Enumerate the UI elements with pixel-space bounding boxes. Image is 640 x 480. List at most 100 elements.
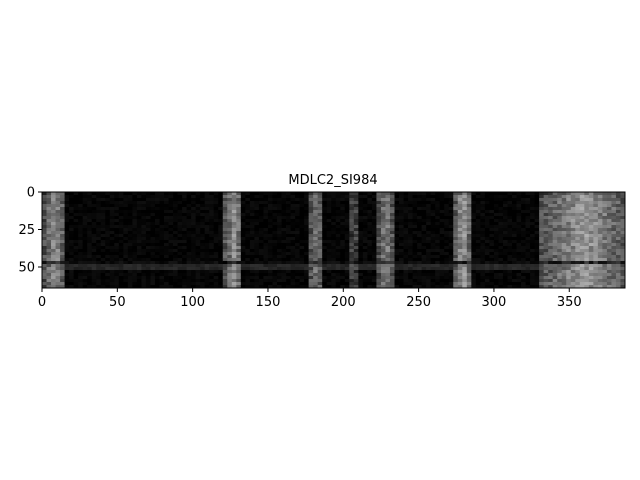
heatmap-cell xyxy=(566,228,572,232)
heatmap-cell xyxy=(87,246,93,250)
heatmap-cell xyxy=(263,219,269,223)
heatmap-cell xyxy=(575,237,581,241)
heatmap-cell xyxy=(435,228,441,232)
heatmap-cell xyxy=(561,282,567,286)
heatmap-cell xyxy=(299,285,305,289)
heatmap-cell xyxy=(132,240,138,244)
heatmap-cell xyxy=(525,276,531,280)
heatmap-cell xyxy=(96,258,102,262)
heatmap-cell xyxy=(579,279,585,283)
heatmap-cell xyxy=(457,213,463,217)
heatmap-cell xyxy=(286,219,291,223)
heatmap-cell xyxy=(177,237,183,241)
heatmap-cell xyxy=(597,276,603,280)
heatmap-cell xyxy=(530,225,536,229)
heatmap-cell xyxy=(597,261,603,265)
heatmap-cell xyxy=(453,198,459,202)
heatmap-cell xyxy=(448,240,454,244)
heatmap-cell xyxy=(200,213,206,217)
heatmap-cell xyxy=(164,204,169,208)
heatmap-cell xyxy=(606,264,612,268)
heatmap-cell xyxy=(525,273,531,277)
heatmap-cell xyxy=(408,207,413,211)
heatmap-cell xyxy=(399,240,404,244)
heatmap-cell xyxy=(611,243,617,247)
heatmap-cell xyxy=(317,237,323,241)
heatmap-cell xyxy=(286,207,291,211)
heatmap-cell xyxy=(286,216,291,220)
heatmap-cell xyxy=(435,240,441,244)
heatmap-cell xyxy=(611,222,617,226)
heatmap-cell xyxy=(521,192,526,196)
heatmap-cell xyxy=(227,201,233,205)
heatmap-cell xyxy=(584,234,590,238)
heatmap-cell xyxy=(367,270,373,274)
heatmap-cell xyxy=(263,264,269,268)
heatmap-cell xyxy=(507,246,513,250)
heatmap-cell xyxy=(109,285,115,289)
heatmap-cell xyxy=(575,234,581,238)
heatmap-cell xyxy=(530,204,536,208)
heatmap-cell xyxy=(218,207,224,211)
heatmap-cell xyxy=(349,231,355,235)
heatmap-cell xyxy=(91,240,97,244)
heatmap-cell xyxy=(236,204,242,208)
heatmap-cell xyxy=(389,276,395,280)
heatmap-cell xyxy=(73,216,79,220)
heatmap-cell xyxy=(394,216,400,220)
heatmap-cell xyxy=(154,273,160,277)
heatmap-cell xyxy=(408,222,413,226)
heatmap-cell xyxy=(493,222,499,226)
heatmap-cell xyxy=(141,195,147,199)
heatmap-cell xyxy=(227,210,233,214)
heatmap-cell xyxy=(421,279,427,283)
heatmap-cell xyxy=(100,234,106,238)
heatmap-cell xyxy=(317,231,323,235)
heatmap-cell xyxy=(209,210,215,214)
heatmap-cell xyxy=(611,225,617,229)
heatmap-cell xyxy=(191,279,197,283)
heatmap-cell xyxy=(263,222,269,226)
heatmap-cell xyxy=(136,207,142,211)
heatmap-cell xyxy=(177,204,183,208)
heatmap-cell xyxy=(493,198,499,202)
heatmap-cell xyxy=(548,207,554,211)
heatmap-cell xyxy=(344,198,350,202)
heatmap-cell xyxy=(182,252,188,256)
heatmap-cell xyxy=(335,267,341,271)
heatmap-cell xyxy=(145,237,151,241)
heatmap-cell xyxy=(466,204,472,208)
heatmap-cell xyxy=(430,282,436,286)
heatmap-cell xyxy=(340,210,346,214)
heatmap-cell xyxy=(385,249,391,253)
heatmap-cell xyxy=(195,285,201,289)
heatmap-cell xyxy=(579,246,585,250)
heatmap-cell xyxy=(389,249,395,253)
heatmap-cell xyxy=(430,192,436,196)
heatmap-cell xyxy=(231,192,237,196)
heatmap-cell xyxy=(471,213,477,217)
heatmap-cell xyxy=(525,285,531,289)
heatmap-cell xyxy=(254,264,260,268)
heatmap-cell xyxy=(164,213,169,217)
heatmap-cell xyxy=(164,243,169,247)
heatmap-cell xyxy=(358,228,364,232)
heatmap-cell xyxy=(326,285,332,289)
heatmap-cell xyxy=(118,243,124,247)
heatmap-cell xyxy=(263,273,269,277)
heatmap-cell xyxy=(272,267,278,271)
heatmap-cell xyxy=(502,255,508,259)
heatmap-cell xyxy=(394,210,400,214)
heatmap-cell xyxy=(385,240,391,244)
heatmap-cell xyxy=(516,243,522,247)
heatmap-cell xyxy=(177,255,183,259)
heatmap-cell xyxy=(150,249,156,253)
heatmap-cell xyxy=(231,213,237,217)
heatmap-cell xyxy=(42,195,47,199)
heatmap-cell xyxy=(123,246,129,250)
heatmap-cell xyxy=(191,255,197,259)
heatmap-cell xyxy=(154,261,160,265)
heatmap-cell xyxy=(200,273,206,277)
heatmap-cell xyxy=(462,264,468,268)
heatmap-cell xyxy=(367,240,373,244)
